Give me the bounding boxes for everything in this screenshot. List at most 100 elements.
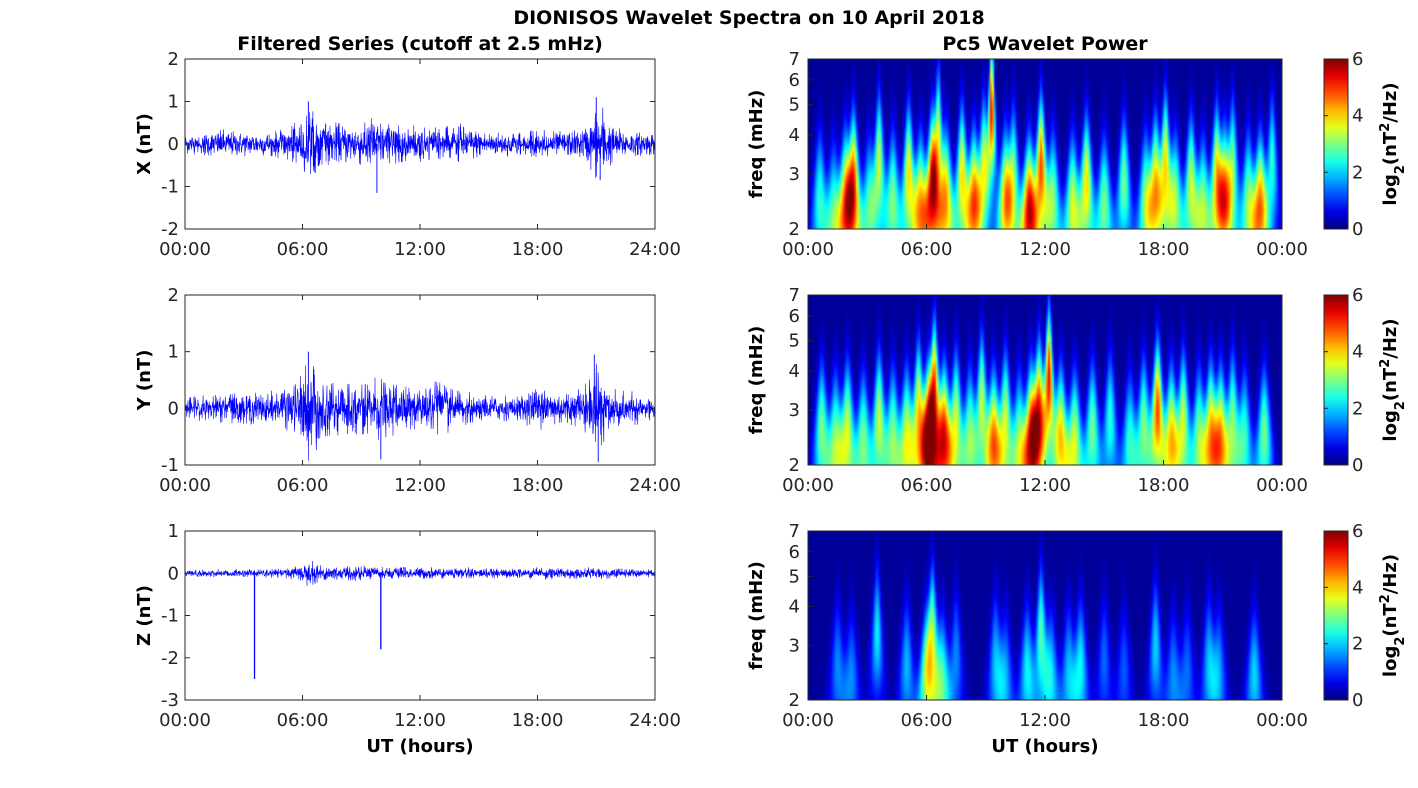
z-wavelet-ytick-label-0: 2 xyxy=(789,690,800,711)
z-series-ytick-label-0: -3 xyxy=(161,690,179,711)
x-series-xtick-label-1: 06:00 xyxy=(277,239,329,260)
z-series-line xyxy=(185,560,655,587)
x-wavelet-cbar-tick-label-0: 0 xyxy=(1352,219,1363,240)
y-wavelet-ytick-label-2: 4 xyxy=(789,361,800,382)
z-series-ytick-label-1: -2 xyxy=(161,648,179,669)
x-wavelet-ytick-label-5: 7 xyxy=(789,49,800,70)
z-series-ytick-label-2: -1 xyxy=(161,606,179,627)
x-wavelet-ytick-label-4: 6 xyxy=(789,70,800,91)
x-wavelet-cbar-label-sup: 2 xyxy=(1378,123,1393,132)
y-wavelet-cbar-tick-label-0: 0 xyxy=(1352,455,1363,476)
z-series-xtick-label-3: 18:00 xyxy=(512,710,564,731)
y-wavelet-xtick-label-1: 06:00 xyxy=(901,475,953,496)
y-series-xtick-label-4: 24:00 xyxy=(629,475,681,496)
y-wavelet-ytick-label-5: 7 xyxy=(789,285,800,306)
z-wavelet-ytick-label-2: 4 xyxy=(789,596,800,617)
x-wavelet-cbar-label: log2(nT2/Hz) xyxy=(1378,82,1408,205)
x-series-xtick-label-3: 18:00 xyxy=(512,239,564,260)
y-series-ytick-label-1: 0 xyxy=(168,398,179,419)
z-wavelet-cbar-label-sub: 2 xyxy=(1393,637,1408,646)
y-wavelet-cbar-tick-label-3: 6 xyxy=(1352,285,1363,306)
x-wavelet-ytick-label-2: 4 xyxy=(789,125,800,146)
z-wavelet-cbar-label-prefix: log xyxy=(1380,646,1401,677)
x-wavelet-cbar-tick-label-1: 2 xyxy=(1352,162,1363,183)
z-wavelet-xtick-label-3: 18:00 xyxy=(1138,710,1190,731)
x-series-panel: -2 -1 0 1 2 00:00 06:00 12:00 18:00 24:00 X (nT) xyxy=(134,49,681,260)
z-wavelet-colorbar xyxy=(1323,530,1349,701)
z-series-xtick-label-4: 24:00 xyxy=(629,710,681,731)
x-series-ytick-label-2: 0 xyxy=(168,134,179,155)
z-wavelet-cbar-tick-label-1: 2 xyxy=(1352,634,1363,655)
z-wavelet-cbar-label: log2(nT2/Hz) xyxy=(1378,554,1408,677)
x-wavelet-cbar-label-main: (nT xyxy=(1380,131,1401,165)
z-wavelet-xtick-label-4: 00:00 xyxy=(1256,710,1308,731)
x-wavelet-cbar-tick-label-3: 6 xyxy=(1352,49,1363,70)
x-series-xtick-label-2: 12:00 xyxy=(394,239,446,260)
x-wavelet-ytick-label-3: 5 xyxy=(789,95,800,116)
x-wavelet-colorbar xyxy=(1323,58,1349,230)
y-series-xtick-label-1: 06:00 xyxy=(277,475,329,496)
x-wavelet-xtick-label-1: 06:00 xyxy=(901,239,953,260)
z-wavelet-xlabel: UT (hours) xyxy=(991,736,1098,757)
y-wavelet-ytick-label-0: 2 xyxy=(789,455,800,476)
x-series-ytick-label-1: -1 xyxy=(161,177,179,198)
x-wavelet-ytick-label-1: 3 xyxy=(789,164,800,185)
z-wavelet-ytick-label-3: 5 xyxy=(789,566,800,587)
figure-title: DIONISOS Wavelet Spectra on 10 April 201… xyxy=(513,7,984,29)
x-wavelet-xtick-label-3: 18:00 xyxy=(1138,239,1190,260)
y-series-ylabel: Y (nT) xyxy=(134,350,155,412)
x-wavelet-ytick-label-0: 2 xyxy=(789,219,800,240)
y-wavelet-heatmap xyxy=(808,295,1282,465)
x-series-xtick-label-4: 24:00 xyxy=(629,239,681,260)
y-wavelet-ytick-label-4: 6 xyxy=(789,306,800,327)
x-wavelet-xtick-label-2: 12:00 xyxy=(1019,239,1071,260)
y-wavelet-ytick-label-1: 3 xyxy=(789,400,800,421)
x-wavelet-xtick-label-4: 00:00 xyxy=(1256,239,1308,260)
y-wavelet-cbar-tick-label-2: 4 xyxy=(1352,342,1363,363)
y-series-plot-area xyxy=(185,295,655,465)
z-wavelet-cbar-label-end: /Hz) xyxy=(1380,554,1401,594)
x-series-line xyxy=(185,107,655,178)
z-series-xtick-label-1: 06:00 xyxy=(277,710,329,731)
x-series-ytick-label-0: -2 xyxy=(161,219,179,240)
z-wavelet-ylabel: freq (mHz) xyxy=(746,561,767,670)
right-column-title: Pc5 Wavelet Power xyxy=(942,33,1148,55)
y-series-xtick-label-0: 00:00 xyxy=(159,475,211,496)
z-wavelet-ytick-label-4: 6 xyxy=(789,542,800,563)
x-series-ytick-label-3: 1 xyxy=(168,92,179,113)
z-wavelet-cbar-label-sup: 2 xyxy=(1378,594,1393,603)
z-wavelet-ytick-label-5: 7 xyxy=(789,521,800,542)
y-series-ytick-label-3: 2 xyxy=(168,285,179,306)
x-series-ytick-label-4: 2 xyxy=(168,49,179,70)
z-wavelet-cbar-tick-label-2: 4 xyxy=(1352,577,1363,598)
x-wavelet-cbar-label-sub: 2 xyxy=(1393,165,1408,174)
y-wavelet-cbar-label-main: (nT xyxy=(1380,367,1401,401)
y-series-xtick-label-2: 12:00 xyxy=(394,475,446,496)
y-series-xtick-label-3: 18:00 xyxy=(512,475,564,496)
z-wavelet-cbar-tick-label-0: 0 xyxy=(1352,690,1363,711)
x-wavelet-cbar-tick-label-2: 4 xyxy=(1352,106,1363,127)
y-wavelet-cbar-tick-label-1: 2 xyxy=(1352,398,1363,419)
y-wavelet-colorbar xyxy=(1323,294,1349,466)
y-wavelet-ylabel: freq (mHz) xyxy=(746,326,767,435)
z-wavelet-cbar-label-main: (nT xyxy=(1380,603,1401,637)
x-wavelet-ylabel: freq (mHz) xyxy=(746,90,767,199)
z-series-xtick-label-0: 00:00 xyxy=(159,710,211,731)
y-series-ytick-label-2: 1 xyxy=(168,342,179,363)
z-wavelet-xtick-label-1: 06:00 xyxy=(901,710,953,731)
y-wavelet-xtick-label-0: 00:00 xyxy=(782,475,834,496)
z-series-ytick-label-4: 1 xyxy=(168,521,179,542)
z-wavelet-cbar-tick-label-3: 6 xyxy=(1352,521,1363,542)
z-wavelet-xtick-label-2: 12:00 xyxy=(1019,710,1071,731)
x-wavelet-heatmap xyxy=(808,59,1282,229)
y-wavelet-xtick-label-4: 00:00 xyxy=(1256,475,1308,496)
z-series-xlabel: UT (hours) xyxy=(366,736,473,757)
x-wavelet-cbar-label-end: /Hz) xyxy=(1380,82,1401,122)
x-series-xtick-label-0: 00:00 xyxy=(159,239,211,260)
y-series-panel: -1 0 1 2 00:00 06:00 12:00 18:00 24:00 Y (nT) xyxy=(134,285,681,496)
y-wavelet-ytick-label-3: 5 xyxy=(789,331,800,352)
z-series-ylabel: Z (nT) xyxy=(134,585,155,646)
z-series-panel: -3 -2 -1 0 1 00:00 06:00 12:00 18:00 24:00 Z (nT) U… xyxy=(134,521,681,757)
